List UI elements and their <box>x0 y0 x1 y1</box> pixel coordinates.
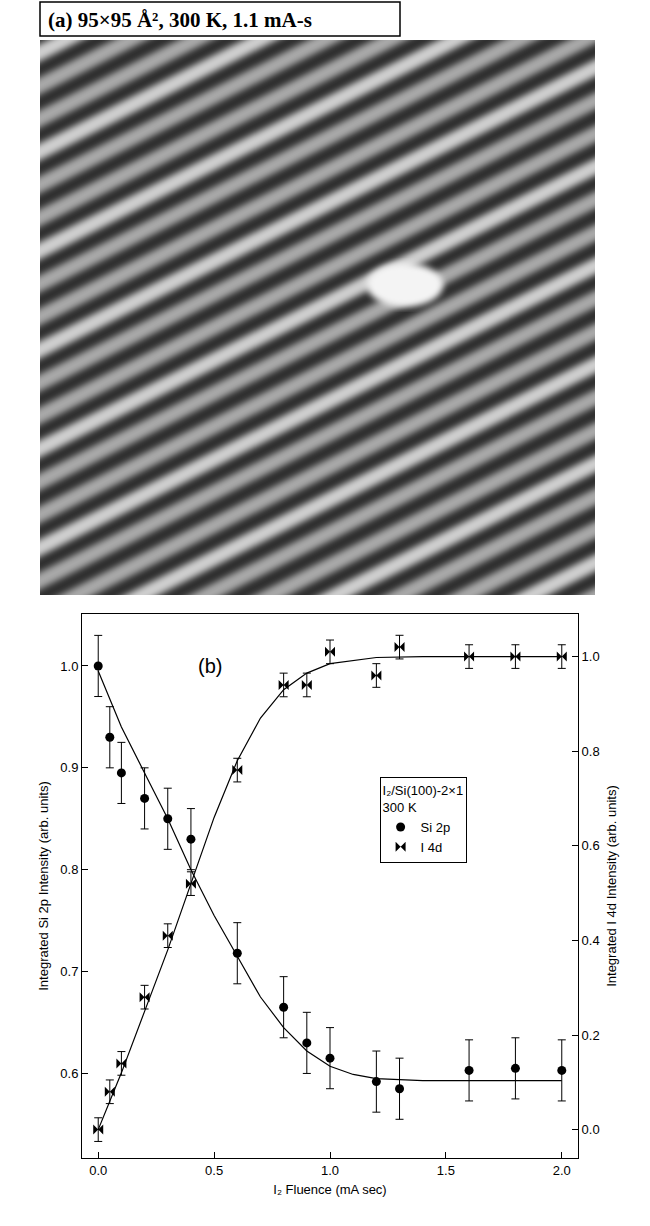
svg-text:(b): (b) <box>198 655 222 677</box>
svg-text:1.0: 1.0 <box>582 649 600 664</box>
svg-text:Integrated I 4d Intensity (arb: Integrated I 4d Intensity (arb. units) <box>604 785 619 987</box>
svg-text:0.8: 0.8 <box>582 744 600 759</box>
svg-text:I 4d: I 4d <box>421 840 443 855</box>
svg-text:0.6: 0.6 <box>582 838 600 853</box>
svg-text:0.2: 0.2 <box>582 1028 600 1043</box>
svg-text:(a) 95×95 Å², 300 K, 1.1 mA-s: (a) 95×95 Å², 300 K, 1.1 mA-s <box>48 8 312 32</box>
svg-text:0.9: 0.9 <box>60 760 78 775</box>
svg-text:Integrated Si 2p Intensity (ar: Integrated Si 2p Intensity (arb. units) <box>36 781 51 991</box>
svg-text:Si 2p: Si 2p <box>421 820 451 835</box>
svg-text:0.5: 0.5 <box>205 1163 223 1178</box>
svg-text:0.0: 0.0 <box>582 1122 600 1137</box>
svg-text:1.0: 1.0 <box>321 1163 339 1178</box>
svg-text:0.8: 0.8 <box>60 862 78 877</box>
svg-text:0.4: 0.4 <box>582 933 600 948</box>
svg-text:1.5: 1.5 <box>437 1163 455 1178</box>
svg-text:I₂/Si(100)-2×1300 K: I₂/Si(100)-2×1300 K <box>383 783 464 815</box>
svg-text:0.6: 0.6 <box>60 1066 78 1081</box>
svg-text:1.0: 1.0 <box>60 659 78 674</box>
svg-text:I₂ Fluence (mA sec): I₂ Fluence (mA sec) <box>273 1182 386 1197</box>
svg-text:0.7: 0.7 <box>60 964 78 979</box>
svg-text:2.0: 2.0 <box>553 1163 571 1178</box>
svg-text:0.0: 0.0 <box>89 1163 107 1178</box>
